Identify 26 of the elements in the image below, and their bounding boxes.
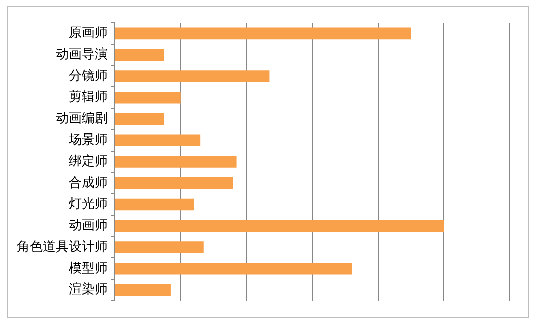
bar xyxy=(116,70,270,82)
y-tick-label: 分镜师 xyxy=(69,68,108,84)
bar xyxy=(116,92,181,104)
y-tick-label: 动画导演 xyxy=(56,47,108,62)
y-tick-label: 动画师 xyxy=(69,218,108,234)
bar xyxy=(116,156,237,168)
y-tick-label: 绑定师 xyxy=(69,154,108,170)
bar xyxy=(116,178,234,190)
bar xyxy=(116,113,164,126)
bar xyxy=(116,134,201,146)
y-tick-label: 场景师 xyxy=(68,132,108,148)
bar xyxy=(116,284,171,296)
y-tick-label: 模型师 xyxy=(69,261,108,276)
bar xyxy=(116,220,444,232)
y-tick-label: 渲染师 xyxy=(69,282,108,298)
bar xyxy=(116,198,194,211)
y-tick-label: 灯光师 xyxy=(69,197,108,212)
bar xyxy=(116,49,164,61)
y-tick-label: 剪辑师 xyxy=(69,90,108,106)
y-tick-label: 合成师 xyxy=(69,176,108,191)
y-tick-label: 角色道具设计师 xyxy=(17,240,108,255)
bar xyxy=(116,263,352,275)
bar xyxy=(116,28,412,40)
y-tick-label: 动画编剧 xyxy=(56,112,108,127)
bar xyxy=(116,242,204,254)
y-tick-label: 原画师 xyxy=(69,26,108,42)
